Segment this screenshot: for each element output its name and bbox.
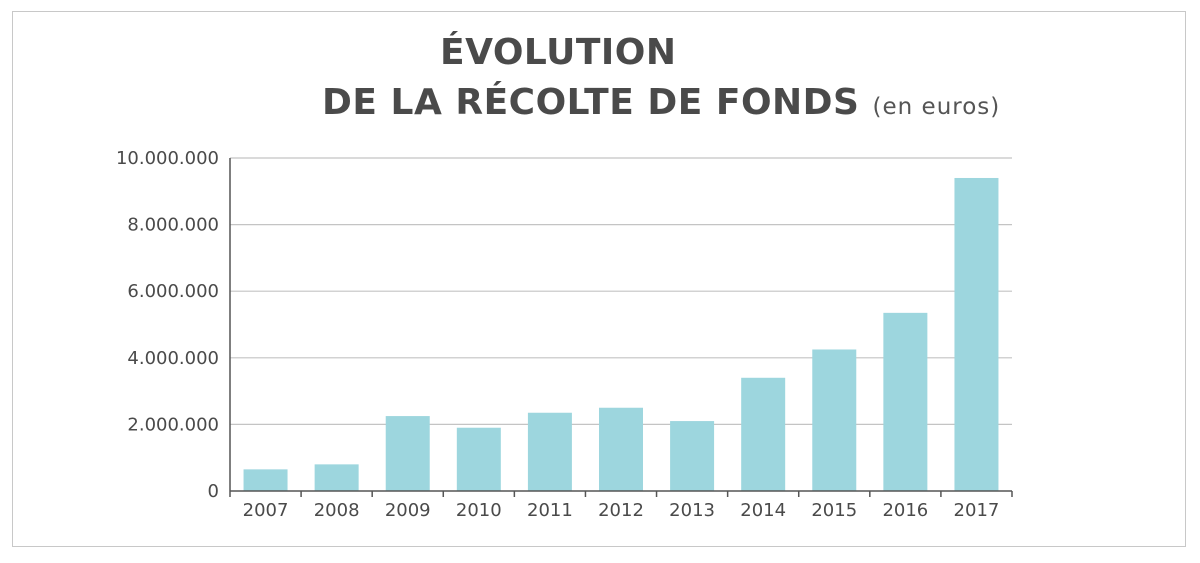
x-tick-label: 2008 [314, 500, 360, 521]
x-tick-label: 2012 [598, 500, 644, 521]
bar-2017 [954, 177, 999, 492]
bar-2009 [385, 416, 430, 491]
bar-2016 [883, 312, 928, 491]
x-tick-label: 2014 [740, 500, 786, 521]
y-tick-label: 6.000.000 [127, 281, 219, 302]
y-tick-label: 10.000.000 [116, 148, 219, 169]
bar-2011 [527, 412, 572, 491]
grid-lines [230, 157, 1012, 425]
chart-title-text: DE LA RÉCOLTE DE FONDS [322, 82, 860, 123]
x-tick-label: 2013 [669, 500, 715, 521]
y-axis-ticks: 0 2.000.000 4.000.000 6.000.000 8.000.000 10.… [116, 148, 219, 502]
x-tick-label: 2016 [882, 500, 928, 521]
chart-title-line1: ÉVOLUTION [440, 32, 677, 73]
bar-2007 [243, 469, 288, 491]
axes [229, 158, 1013, 497]
x-tick-label: 2007 [243, 500, 289, 521]
y-tick-label: 2.000.000 [127, 414, 219, 435]
x-tick-label: 2009 [385, 500, 431, 521]
bar-2014 [741, 377, 786, 491]
chart-unit-label: (en euros) [872, 94, 1001, 120]
x-tick-label: 2017 [954, 500, 1000, 521]
bar-2008 [314, 464, 359, 491]
bars [243, 177, 999, 492]
y-tick-label: 0 [208, 481, 219, 502]
bar-2015 [812, 349, 857, 491]
chart-title-line2: DE LA RÉCOLTE DE FONDS (en euros) [322, 82, 1000, 123]
x-tick-label: 2010 [456, 500, 502, 521]
bar-2012 [599, 407, 643, 491]
bar-2010 [456, 427, 501, 491]
x-tick-label: 2011 [527, 500, 573, 521]
bar-2013 [670, 421, 715, 491]
y-tick-label: 8.000.000 [127, 215, 219, 236]
x-tick-label: 2015 [811, 500, 857, 521]
chart-frame [12, 11, 1186, 547]
x-axis-ticks: 2007 2008 2009 2010 2011 2012 2013 2014 2015 2016… [243, 500, 1000, 521]
y-tick-label: 4.000.000 [127, 348, 219, 369]
